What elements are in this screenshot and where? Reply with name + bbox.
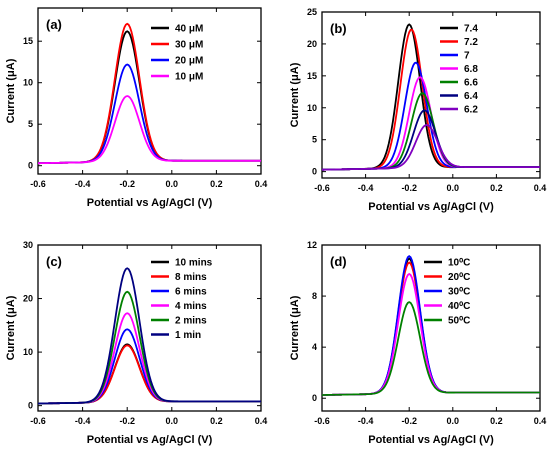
x-tick-label: -0.4 xyxy=(358,183,374,193)
legend-entry: 30 μM xyxy=(175,40,203,51)
x-tick-label: -0.4 xyxy=(75,179,91,189)
x-tick-label: 0.0 xyxy=(166,179,179,189)
x-tick-label: 0.2 xyxy=(210,416,223,426)
y-tick-label: 0 xyxy=(312,393,317,403)
y-axis-label: Current (μA) xyxy=(5,58,17,123)
plot-frame xyxy=(37,244,262,412)
x-tick-label: -0.2 xyxy=(401,183,417,193)
panel-tag: (c) xyxy=(46,254,62,269)
legend-entry: 7.4 xyxy=(464,24,478,35)
y-tick-label: 10 xyxy=(23,78,33,88)
panel-tag: (a) xyxy=(46,17,62,32)
x-tick-label: -0.6 xyxy=(30,179,46,189)
x-tick-label: -0.2 xyxy=(401,416,417,426)
series-line xyxy=(321,23,540,171)
y-tick-label: 4 xyxy=(312,342,317,352)
y-tick-label: 15 xyxy=(307,71,317,81)
legend-entry: 10 mins xyxy=(175,258,213,269)
y-tick-label: 5 xyxy=(312,135,317,145)
y-tick-label: 10 xyxy=(307,103,317,113)
y-tick-label: 5 xyxy=(28,119,33,129)
x-axis-label: Potential vs Ag/AgCl (V) xyxy=(368,434,494,446)
x-axis-label: Potential vs Ag/AgCl (V) xyxy=(368,201,494,213)
x-tick-label: -0.4 xyxy=(75,416,91,426)
x-tick-label: -0.4 xyxy=(358,416,374,426)
panel-tag: (d) xyxy=(330,254,347,269)
x-tick-label: -0.6 xyxy=(30,416,46,426)
x-axis-label: Potential vs Ag/AgCl (V) xyxy=(87,197,213,209)
y-axis-label: Current (μA) xyxy=(5,295,17,360)
y-axis-label: Current (μA) xyxy=(289,62,301,127)
panel-a: -0.6 -0.4 -0.2 0.0 0.2 0.4 0 5 10 15 Potential vs … xyxy=(5,7,268,209)
legend-entry: 8 mins xyxy=(175,272,207,283)
x-tick-label: -0.2 xyxy=(119,416,135,426)
x-tick-label: 0.2 xyxy=(490,416,503,426)
y-axis-label: Current (μA) xyxy=(289,295,301,360)
legend-entry: 10⁰C xyxy=(448,258,470,269)
x-tick-label: -0.6 xyxy=(314,416,330,426)
y-tick-label: 0 xyxy=(28,161,33,171)
x-tick-label: -0.2 xyxy=(119,179,135,189)
panel-b: -0.6 -0.4 -0.2 0.0 0.2 0.4 0 5 10 15 20 25 Potential… xyxy=(289,7,546,213)
y-tick-label: 10 xyxy=(23,347,33,357)
legend-entry: 2 mins xyxy=(175,316,207,327)
plot-frame xyxy=(321,11,541,179)
y-tick-label: 15 xyxy=(23,36,33,46)
legend-entry: 7 xyxy=(464,51,470,62)
legend-entry: 6.6 xyxy=(464,78,478,89)
y-tick-label: 20 xyxy=(307,39,317,49)
series-line xyxy=(321,124,540,171)
legend-entry: 20 μM xyxy=(175,56,203,67)
x-tick-label: 0.0 xyxy=(447,416,460,426)
x-tick-label: 0.0 xyxy=(166,416,179,426)
legend-entry: 1 min xyxy=(175,330,201,341)
x-tick-label: 0.0 xyxy=(447,183,460,193)
legend-entry: 20⁰C xyxy=(448,272,470,283)
legend-entry: 10 μM xyxy=(175,72,203,83)
panel-d: -0.6 -0.4 -0.2 0.0 0.2 0.4 0 4 8 12 Potential vs A… xyxy=(289,240,546,446)
y-tick-label: 30 xyxy=(23,240,33,250)
x-tick-label: 0.4 xyxy=(255,179,268,189)
legend-entry: 30⁰C xyxy=(448,287,470,298)
x-tick-label: 0.2 xyxy=(490,183,503,193)
series-line xyxy=(37,267,261,405)
y-tick-label: 20 xyxy=(23,294,33,304)
x-tick-label: 0.4 xyxy=(255,416,268,426)
x-tick-label: -0.6 xyxy=(314,183,330,193)
x-tick-label: 0.4 xyxy=(534,416,547,426)
legend-entry: 6 mins xyxy=(175,287,207,298)
legend-entry: 6.4 xyxy=(464,91,478,102)
plot-frame xyxy=(37,7,262,175)
x-tick-label: 0.4 xyxy=(534,183,547,193)
legend-entry: 50⁰C xyxy=(448,316,470,327)
plot-frame xyxy=(321,244,541,412)
legend-entry: 6.2 xyxy=(464,105,478,116)
y-tick-label: 25 xyxy=(307,7,317,17)
legend-entry: 4 mins xyxy=(175,301,207,312)
series-line xyxy=(321,301,540,396)
x-tick-label: 0.2 xyxy=(210,179,223,189)
y-tick-label: 0 xyxy=(28,401,33,411)
legend-entry: 40⁰C xyxy=(448,301,470,312)
y-tick-label: 0 xyxy=(312,167,317,177)
x-axis-label: Potential vs Ag/AgCl (V) xyxy=(87,434,213,446)
series-line xyxy=(37,95,261,165)
legend-entry: 40 μM xyxy=(175,24,203,35)
y-tick-label: 12 xyxy=(307,240,317,250)
panel-c: -0.6 -0.4 -0.2 0.0 0.2 0.4 0 10 20 30 Potential vs… xyxy=(5,240,267,446)
y-tick-label: 8 xyxy=(312,291,317,301)
legend-entry: 7.2 xyxy=(464,37,478,48)
legend-entry: 6.8 xyxy=(464,64,478,75)
panel-tag: (b) xyxy=(330,21,347,36)
